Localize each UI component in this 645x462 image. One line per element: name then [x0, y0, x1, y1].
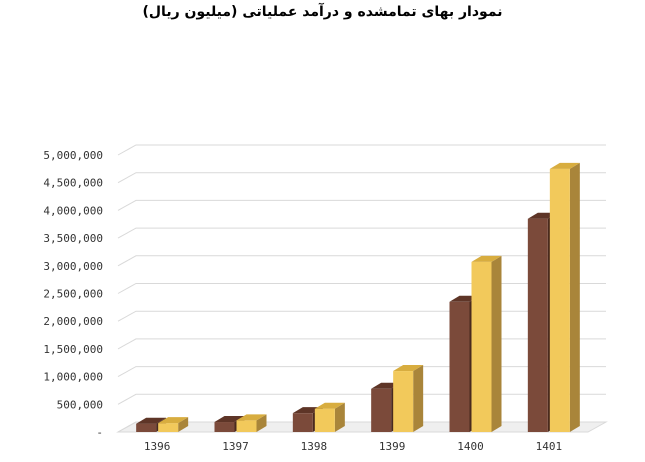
- bar-side: [256, 414, 267, 432]
- bar: [236, 420, 257, 432]
- bar: [549, 168, 570, 432]
- bar-top: [136, 417, 167, 424]
- x-tick-label: 1400: [457, 440, 484, 453]
- bar-side: [569, 162, 580, 432]
- bar-top: [158, 417, 189, 424]
- y-tick-label: 1,000,000: [43, 371, 103, 384]
- bar: [393, 371, 414, 432]
- y-tick-label: 500,000: [57, 398, 103, 411]
- bar-side: [491, 255, 502, 432]
- bar: [214, 422, 235, 432]
- bar: [449, 301, 470, 432]
- bar-top: [393, 365, 424, 372]
- y-tick-label: 1,500,000: [43, 343, 103, 356]
- gridline: [117, 283, 606, 294]
- y-tick-label: 2,000,000: [43, 315, 103, 328]
- gridline: [117, 310, 606, 322]
- gridline: [117, 144, 606, 156]
- gridline: [117, 338, 606, 350]
- bar-side: [334, 402, 345, 432]
- x-tick-label: 1398: [301, 440, 328, 453]
- bar-top: [471, 255, 502, 262]
- bar-top: [236, 414, 267, 421]
- bar: [136, 423, 157, 432]
- y-tick-label: 3,000,000: [43, 260, 103, 273]
- y-tick-label: 5,000,000: [43, 149, 103, 162]
- y-tick-label: 3,500,000: [43, 232, 103, 245]
- y-tick-label: 4,500,000: [43, 177, 103, 190]
- bar-side: [178, 417, 189, 432]
- gridline: [117, 255, 606, 267]
- bar-side: [413, 365, 424, 432]
- y-tick-label: -: [96, 426, 103, 439]
- x-tick-label: 1399: [379, 440, 406, 453]
- gridline: [117, 227, 606, 239]
- bar-top: [549, 162, 580, 169]
- bar: [527, 218, 548, 432]
- chart-title: نمودار بهای تمامشده و درآمد عملیاتی (میل…: [142, 4, 503, 20]
- bar: [371, 388, 392, 432]
- x-tick-label: 1401: [536, 440, 563, 453]
- gridline: [117, 172, 606, 184]
- bar: [292, 413, 313, 432]
- bar: [158, 423, 179, 432]
- gridline: [117, 199, 606, 211]
- y-tick-label: 4,000,000: [43, 204, 103, 217]
- bar: [314, 408, 335, 432]
- y-tick-label: 2,500,000: [43, 288, 103, 301]
- x-tick-label: 1396: [144, 440, 171, 453]
- x-tick-label: 1397: [222, 440, 249, 453]
- bar: [471, 261, 492, 432]
- bar-top: [314, 402, 345, 409]
- gridline: [117, 366, 606, 378]
- gridline: [117, 393, 606, 405]
- gridline: [117, 421, 606, 433]
